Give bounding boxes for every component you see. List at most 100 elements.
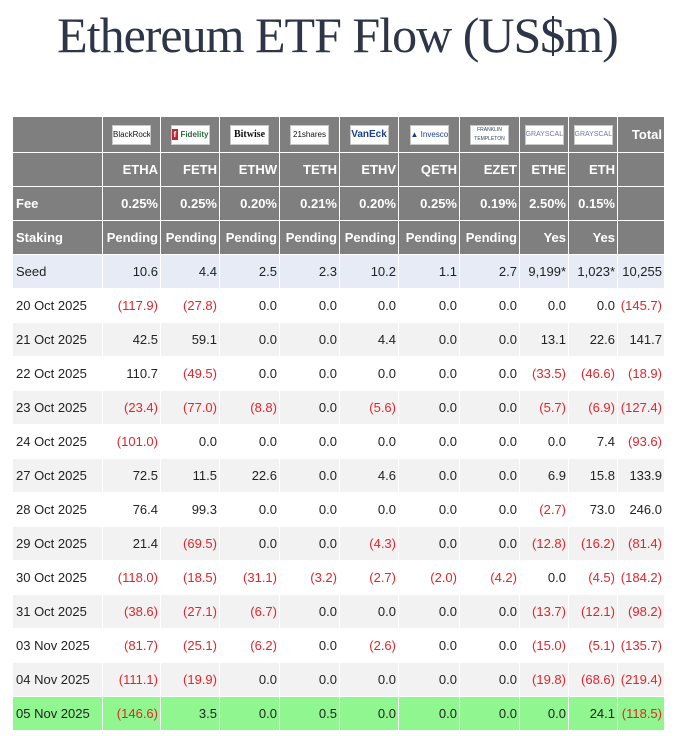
flow-cell: 0.0 [398, 526, 460, 561]
flow-cell: 0.0 [398, 628, 460, 663]
issuer-logo-row: BlackRock f Fidelity Bitwise 21shares Va… [12, 116, 665, 153]
flow-cell: 0.0 [339, 696, 399, 731]
flow-cell: 10.2 [339, 254, 399, 289]
fee-cell-1: 0.25% [160, 186, 220, 221]
flow-cell: 0.0 [279, 662, 340, 697]
flow-cell: (19.8) [519, 662, 569, 697]
flow-cell: 24.1 [568, 696, 618, 731]
flow-cell: (38.6) [102, 594, 161, 629]
row-date-label: 20 Oct 2025 [12, 288, 103, 323]
flow-cell: 0.0 [459, 628, 520, 663]
flow-cell: (6.7) [219, 594, 280, 629]
flow-cell: (4.5) [568, 560, 618, 595]
flow-cell: (68.6) [568, 662, 618, 697]
flow-cell: (2.6) [339, 628, 399, 663]
flow-cell: (8.8) [219, 390, 280, 425]
table-row: 27 Oct 2025 72.5 11.5 22.6 0.0 4.6 0.0 0.0 6.9 15… [12, 458, 665, 493]
flow-cell: 0.0 [219, 662, 280, 697]
flow-cell: (15.0) [519, 628, 569, 663]
flow-cell: 4.4 [160, 254, 220, 289]
staking-cell-2: Pending [219, 220, 280, 255]
flow-cell: (2.7) [519, 492, 569, 527]
seed-row: Seed 10.6 4.4 2.5 2.3 10.2 1.1 2.7 9,199* 1,023* 1… [12, 254, 665, 289]
flow-cell: 0.0 [519, 696, 569, 731]
vaneck-logo: VanEck [349, 124, 389, 145]
flow-cell: (101.0) [102, 424, 161, 459]
staking-cell-7: Yes [519, 220, 569, 255]
flow-cell: 0.0 [160, 424, 220, 459]
flow-cell: 4.4 [339, 322, 399, 357]
flow-cell: (2.7) [339, 560, 399, 595]
flow-cell: (146.6) [102, 696, 161, 731]
staking-cell-total-empty [617, 220, 665, 255]
flow-cell: 2.3 [279, 254, 340, 289]
flow-cell: (118.5) [617, 696, 665, 731]
flow-cell: 0.0 [459, 594, 520, 629]
flow-cell: (18.5) [160, 560, 220, 595]
flow-cell: (33.5) [519, 356, 569, 391]
flow-cell: 73.0 [568, 492, 618, 527]
flow-cell: 0.0 [519, 424, 569, 459]
flow-cell: (46.6) [568, 356, 618, 391]
total-header: Total [617, 116, 665, 153]
fee-cell-7: 2.50% [519, 186, 569, 221]
table-row: 21 Oct 2025 42.5 59.1 0.0 0.0 4.4 0.0 0.0 13.1 22… [12, 322, 665, 357]
ticker-cell-8: ETH [568, 152, 618, 187]
table-row: 31 Oct 2025 (38.6) (27.1) (6.7) 0.0 0.0 0.0 0.0… [12, 594, 665, 629]
flow-cell: (5.7) [519, 390, 569, 425]
flow-cell: 0.0 [459, 390, 520, 425]
ticker-cell-total-empty [617, 152, 665, 187]
row-date-label: 23 Oct 2025 [12, 390, 103, 425]
staking-cell-8: Yes [568, 220, 618, 255]
table-row: 29 Oct 2025 21.4 (69.5) 0.0 0.0 (4.3) 0.0 0.0 (1… [12, 526, 665, 561]
flow-cell: 0.0 [459, 356, 520, 391]
flow-cell: 99.3 [160, 492, 220, 527]
grayscale-logo-ethe: GRAYSCALE [524, 124, 564, 145]
flow-cell: 0.0 [459, 424, 520, 459]
flow-cell: 0.0 [398, 424, 460, 459]
invesco-logo: ▲ Invesco [409, 124, 449, 145]
flow-cell: 6.9 [519, 458, 569, 493]
flow-cell: 0.0 [398, 390, 460, 425]
flow-cell: 0.0 [398, 322, 460, 357]
row-date-label: 21 Oct 2025 [12, 322, 103, 357]
flow-cell: (18.9) [617, 356, 665, 391]
table-row: 20 Oct 2025 (117.9) (27.8) 0.0 0.0 0.0 0.0 0.0 0… [12, 288, 665, 323]
staking-cell-0: Pending [102, 220, 161, 255]
flow-cell: (19.9) [160, 662, 220, 697]
flow-cell: 0.0 [519, 288, 569, 323]
row-date-label: 28 Oct 2025 [12, 492, 103, 527]
flow-cell: 1.1 [398, 254, 460, 289]
flow-cell: (117.9) [102, 288, 161, 323]
row-date-label: 31 Oct 2025 [12, 594, 103, 629]
flow-cell: 0.0 [219, 356, 280, 391]
flow-cell: 59.1 [160, 322, 220, 357]
flow-cell: 0.0 [519, 560, 569, 595]
flow-cell: 133.9 [617, 458, 665, 493]
flow-cell: (145.7) [617, 288, 665, 323]
row-date-label: 30 Oct 2025 [12, 560, 103, 595]
row-date-label: 05 Nov 2025 [12, 696, 103, 731]
flow-cell: 0.0 [219, 424, 280, 459]
flow-cell: (81.4) [617, 526, 665, 561]
staking-row: Staking Pending Pending Pending Pending Pend… [12, 220, 665, 255]
row-date-label: 04 Nov 2025 [12, 662, 103, 697]
flow-cell: (4.3) [339, 526, 399, 561]
flow-cell: 0.0 [219, 288, 280, 323]
fee-cell-6: 0.19% [459, 186, 520, 221]
flow-cell: 0.0 [398, 696, 460, 731]
flow-cell: 0.0 [339, 424, 399, 459]
ticker-cell-5: QETH [398, 152, 460, 187]
corner-cell [12, 116, 103, 153]
flow-cell: 42.5 [102, 322, 161, 357]
flow-cell: 0.0 [459, 492, 520, 527]
row-date-label: 24 Oct 2025 [12, 424, 103, 459]
flow-cell: 0.0 [219, 526, 280, 561]
flow-cell: (118.0) [102, 560, 161, 595]
ticker-cell-3: TETH [279, 152, 340, 187]
flow-cell: 0.0 [459, 526, 520, 561]
flow-cell: (12.8) [519, 526, 569, 561]
flow-cell: 4.6 [339, 458, 399, 493]
table-row: 22 Oct 2025 110.7 (49.5) 0.0 0.0 0.0 0.0 0.0 (33… [12, 356, 665, 391]
blackrock-logo: BlackRock [112, 124, 151, 145]
